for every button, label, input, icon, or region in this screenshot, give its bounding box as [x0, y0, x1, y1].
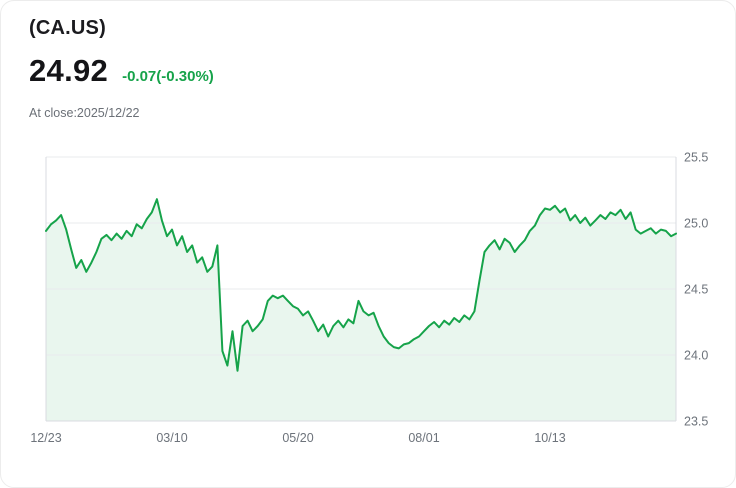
- last-price: 24.92: [29, 53, 109, 88]
- y-axis-tick-label: 24.5: [684, 283, 708, 297]
- ticker-symbol: (CA.US): [29, 17, 106, 39]
- y-axis-tick-label: 25.0: [684, 217, 708, 231]
- price-change: -0.07(-0.30%): [122, 68, 214, 85]
- at-close-timestamp: At close:2025/12/22: [29, 106, 140, 120]
- y-axis-tick-label: 23.5: [684, 415, 708, 429]
- y-axis-tick-label: 24.0: [684, 349, 708, 363]
- x-axis-tick-label: 03/10: [156, 431, 187, 445]
- quote-header: (CA.US) 24.92 -0.07(-0.30%) At close:202…: [29, 17, 707, 120]
- area-fill: [46, 199, 676, 421]
- x-axis-tick-label: 08/01: [408, 431, 439, 445]
- x-axis-tick-label: 05/20: [282, 431, 313, 445]
- x-axis-tick-label: 12/23: [30, 431, 61, 445]
- price-row: 24.92 -0.07(-0.30%): [29, 53, 707, 89]
- y-axis-tick-label: 25.5: [684, 151, 708, 165]
- price-line: [45, 198, 677, 372]
- x-axis-tick-label: 10/13: [534, 431, 565, 445]
